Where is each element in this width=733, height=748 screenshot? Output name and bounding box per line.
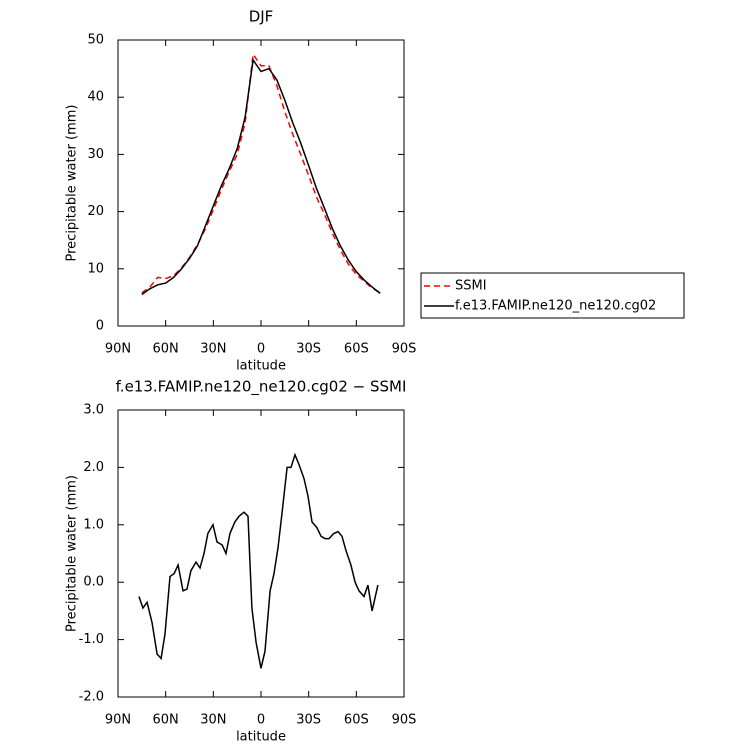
x-tick-label: 60N: [153, 342, 179, 357]
y-tick-label: 50: [87, 33, 104, 48]
y-axis-label: Precipitable water (mm): [65, 105, 80, 262]
data-line: [141, 57, 381, 296]
legend-label: f.e13.FAMIP.ne120_ne120.cg02: [455, 299, 656, 314]
y-tick-label: 0: [96, 319, 104, 334]
x-tick-label: 90N: [105, 713, 131, 728]
legend-box: [420, 272, 685, 319]
x-tick-label: 90S: [392, 342, 417, 357]
plot-frame: [117, 409, 405, 698]
chart-title: DJF: [249, 8, 274, 26]
x-tick-label: 0: [257, 713, 265, 728]
plot-frame: [117, 39, 405, 327]
x-tick-label: 90S: [392, 713, 417, 728]
x-axis-label: latitude: [236, 359, 286, 374]
x-tick-label: 30N: [200, 342, 226, 357]
x-tick-label: 30S: [296, 713, 321, 728]
y-tick-label: 2.0: [83, 460, 104, 475]
y-tick-label: 1.0: [83, 517, 104, 532]
y-tick-label: -1.0: [79, 632, 104, 647]
x-tick-label: 90N: [105, 342, 131, 357]
x-tick-label: 60S: [344, 342, 369, 357]
y-tick-label: 0.0: [83, 575, 104, 590]
x-tick-label: 0: [257, 342, 265, 357]
x-tick-label: 30N: [200, 713, 226, 728]
y-tick-label: 10: [87, 261, 104, 276]
data-line: [141, 52, 381, 294]
y-tick-label: 30: [87, 147, 104, 162]
y-tick-label: 3.0: [83, 403, 104, 418]
y-axis-label: Precipitable water (mm): [65, 475, 80, 632]
y-tick-label: -2.0: [79, 690, 104, 705]
x-tick-label: 30S: [296, 342, 321, 357]
chart-title: f.e13.FAMIP.ne120_ne120.cg02 − SSMI: [116, 378, 407, 397]
x-axis-label: latitude: [236, 730, 286, 745]
data-line: [138, 452, 379, 669]
x-tick-label: 60N: [153, 713, 179, 728]
y-tick-label: 40: [87, 90, 104, 105]
legend-label: SSMI: [455, 279, 487, 294]
y-tick-label: 20: [87, 204, 104, 219]
x-tick-label: 60S: [344, 713, 369, 728]
